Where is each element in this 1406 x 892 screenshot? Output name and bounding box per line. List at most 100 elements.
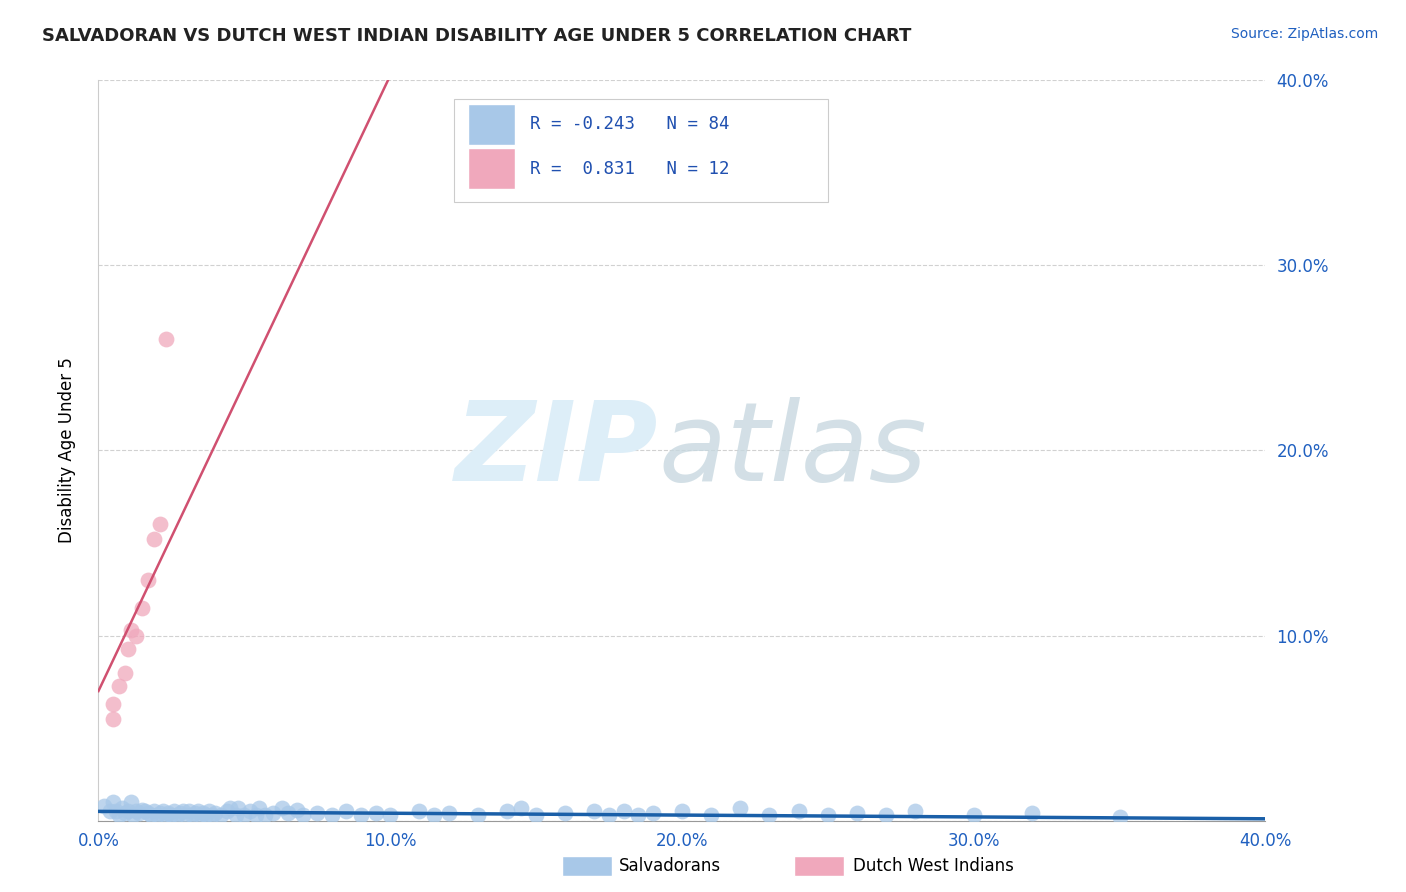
Point bbox=[183, 806, 205, 821]
Point bbox=[350, 808, 373, 822]
Point bbox=[155, 808, 177, 822]
Text: Salvadorans: Salvadorans bbox=[619, 857, 721, 875]
Point bbox=[321, 808, 343, 822]
Point bbox=[149, 806, 172, 821]
Point bbox=[108, 808, 131, 822]
Point bbox=[149, 517, 172, 532]
Point bbox=[700, 808, 723, 822]
Point bbox=[190, 808, 212, 822]
Point bbox=[93, 798, 115, 813]
Point bbox=[247, 800, 270, 814]
Point bbox=[1021, 806, 1043, 821]
Point bbox=[875, 808, 897, 822]
Point bbox=[1108, 810, 1130, 824]
Point bbox=[128, 806, 150, 821]
Point bbox=[98, 805, 121, 819]
Point bbox=[271, 800, 294, 814]
Text: atlas: atlas bbox=[658, 397, 927, 504]
Point bbox=[730, 800, 752, 814]
Point bbox=[277, 806, 299, 821]
Point bbox=[104, 805, 127, 819]
Point bbox=[120, 795, 142, 809]
Point bbox=[155, 332, 177, 346]
Point bbox=[131, 803, 153, 817]
Point bbox=[437, 806, 460, 821]
FancyBboxPatch shape bbox=[454, 99, 828, 202]
Point bbox=[180, 808, 202, 822]
Point bbox=[139, 808, 162, 822]
Point bbox=[169, 806, 191, 821]
Point bbox=[174, 808, 197, 822]
Point bbox=[218, 800, 240, 814]
Point bbox=[177, 805, 200, 819]
Point bbox=[111, 800, 134, 814]
FancyBboxPatch shape bbox=[468, 148, 515, 189]
Point bbox=[146, 808, 169, 822]
Point bbox=[114, 806, 136, 821]
Point bbox=[166, 808, 188, 822]
Point bbox=[204, 806, 226, 821]
Point bbox=[787, 805, 810, 819]
Point bbox=[233, 808, 256, 822]
Y-axis label: Disability Age Under 5: Disability Age Under 5 bbox=[58, 358, 76, 543]
Point bbox=[201, 808, 224, 822]
Point bbox=[160, 808, 183, 822]
Point bbox=[598, 808, 620, 822]
Point bbox=[335, 805, 357, 819]
Point bbox=[846, 806, 869, 821]
Point bbox=[262, 806, 284, 821]
Point bbox=[198, 805, 221, 819]
Point bbox=[253, 808, 276, 822]
Point bbox=[245, 808, 267, 822]
Point bbox=[962, 808, 984, 822]
Point bbox=[117, 805, 139, 819]
Point bbox=[114, 665, 136, 680]
FancyBboxPatch shape bbox=[468, 104, 515, 145]
Point bbox=[125, 805, 148, 819]
Point bbox=[152, 805, 174, 819]
Text: R =  0.831   N = 12: R = 0.831 N = 12 bbox=[530, 161, 730, 178]
Point bbox=[101, 697, 124, 711]
Point bbox=[671, 805, 693, 819]
Point bbox=[195, 808, 218, 822]
Point bbox=[583, 805, 606, 819]
Point bbox=[524, 808, 547, 822]
Point bbox=[131, 600, 153, 615]
Text: Dutch West Indians: Dutch West Indians bbox=[853, 857, 1014, 875]
Point bbox=[225, 808, 247, 822]
Point bbox=[172, 805, 194, 819]
Point bbox=[641, 806, 664, 821]
Point bbox=[904, 805, 927, 819]
Point bbox=[101, 712, 124, 726]
Point bbox=[117, 641, 139, 656]
Point bbox=[496, 805, 519, 819]
Point bbox=[209, 808, 232, 822]
Point bbox=[467, 808, 489, 822]
Point bbox=[307, 806, 329, 821]
Point bbox=[120, 623, 142, 637]
Point bbox=[142, 805, 165, 819]
Point bbox=[285, 803, 308, 817]
Point bbox=[423, 808, 446, 822]
Point bbox=[554, 806, 576, 821]
Point bbox=[134, 805, 156, 819]
Point bbox=[612, 805, 634, 819]
Point bbox=[215, 805, 238, 819]
Point bbox=[187, 805, 209, 819]
Point bbox=[239, 805, 262, 819]
Point bbox=[193, 806, 215, 821]
Point bbox=[627, 808, 650, 822]
Point bbox=[163, 805, 186, 819]
Point bbox=[101, 795, 124, 809]
Point bbox=[142, 533, 165, 547]
Point bbox=[817, 808, 839, 822]
Point bbox=[157, 806, 180, 821]
Point bbox=[108, 679, 131, 693]
Text: ZIP: ZIP bbox=[456, 397, 658, 504]
Point bbox=[380, 808, 402, 822]
Point bbox=[291, 808, 314, 822]
Point bbox=[122, 808, 145, 822]
Point bbox=[228, 800, 250, 814]
Point bbox=[136, 573, 159, 587]
Point bbox=[364, 806, 387, 821]
